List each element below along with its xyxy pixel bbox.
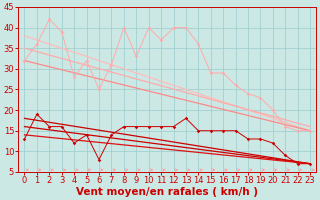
X-axis label: Vent moyen/en rafales ( km/h ): Vent moyen/en rafales ( km/h )	[76, 187, 258, 197]
